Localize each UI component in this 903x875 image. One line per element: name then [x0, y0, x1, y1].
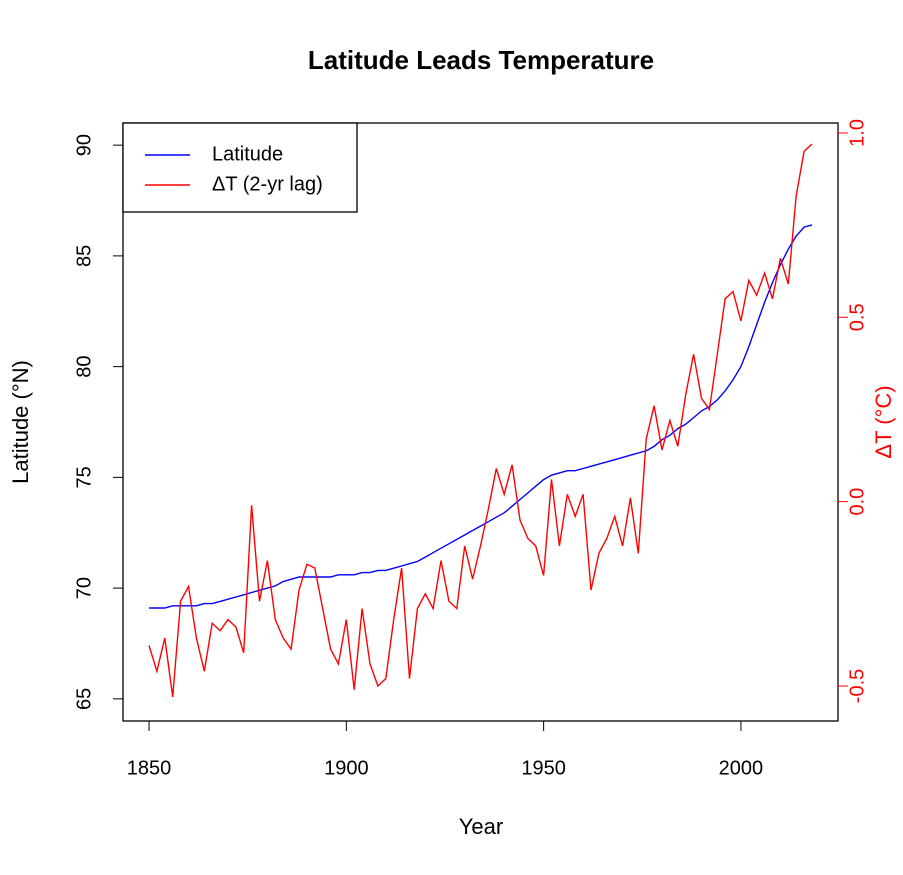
x-tick-label: 1950: [521, 757, 566, 779]
y-tick-label: 85: [73, 245, 95, 267]
y2-tick-label: 0.0: [846, 488, 868, 516]
x-tick-label: 1850: [127, 757, 172, 779]
y-tick-label: 65: [73, 688, 95, 710]
x-tick-label: 1900: [324, 757, 369, 779]
y2-tick-label: 1.0: [846, 119, 868, 147]
series-line: [148, 143, 813, 698]
y-tick-label: 70: [73, 577, 95, 599]
chart-title: Latitude Leads Temperature: [308, 45, 654, 75]
plot-frame: [122, 122, 839, 722]
y-tick-label: 90: [73, 134, 95, 156]
x-tick-label: 2000: [719, 757, 764, 779]
y-tick-label: 80: [73, 356, 95, 378]
legend-label: Latitude: [212, 143, 283, 165]
x-axis-label: Year: [459, 814, 503, 839]
y2-tick-label: -0.5: [846, 669, 868, 703]
series-line: [149, 224, 813, 609]
y2-axis-label: ΔT (°C): [871, 385, 896, 458]
y-tick-label: 75: [73, 466, 95, 488]
y-axis-label: Latitude (°N): [8, 360, 33, 484]
legend-label: ΔT (2-yr lag): [212, 173, 323, 195]
y2-tick-label: 0.5: [846, 303, 868, 331]
legend-box: [122, 122, 358, 213]
